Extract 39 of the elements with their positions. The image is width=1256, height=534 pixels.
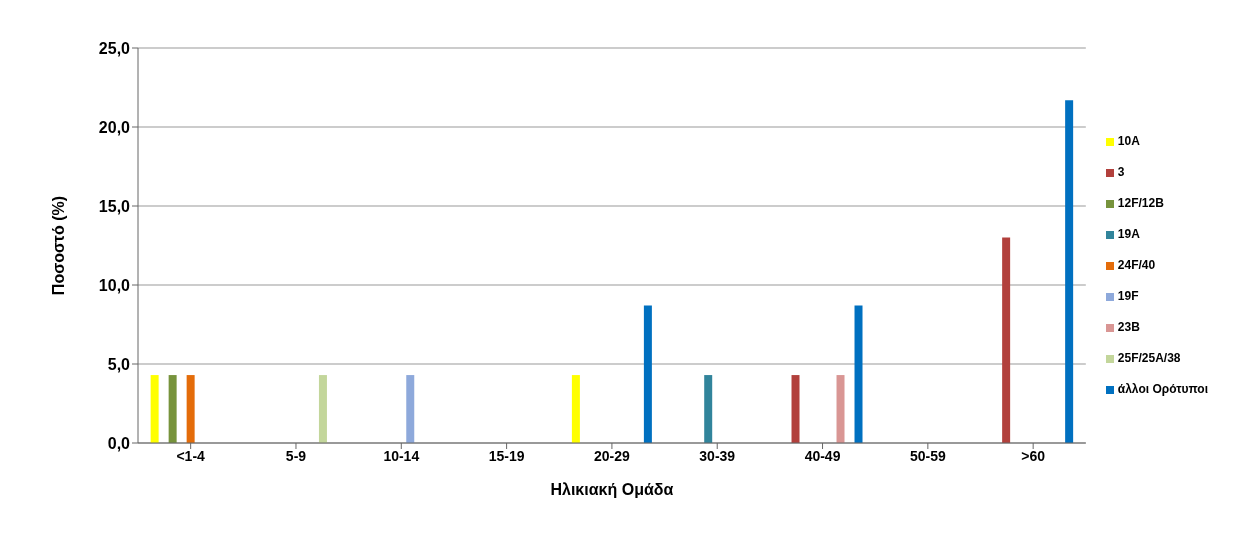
legend-label: 19A <box>1117 227 1140 241</box>
x-tick-label: 10-14 <box>383 447 420 464</box>
bar <box>186 375 195 443</box>
bar <box>150 375 159 443</box>
x-tick-label: 40-49 <box>804 447 841 464</box>
bar <box>318 375 327 443</box>
legend-label: 12F/12B <box>1117 196 1164 210</box>
x-tick-label: 50-59 <box>909 447 946 464</box>
y-axis-title: Ποσοστό (%) <box>49 195 67 296</box>
y-tick-label: 20,0 <box>98 118 131 136</box>
bar <box>791 375 800 443</box>
bar <box>704 375 713 443</box>
x-tick-label: 20-29 <box>594 447 631 464</box>
x-axis-title: Ηλικιακή Ομάδα <box>550 481 674 498</box>
bar <box>836 375 845 443</box>
y-tick-label: 5,0 <box>107 355 131 373</box>
legend-label: 3 <box>1117 165 1125 179</box>
y-tick-label: 0,0 <box>107 434 131 452</box>
legend-label: 24F/40 <box>1117 258 1156 272</box>
bar <box>168 375 177 443</box>
legend-label: άλλοι Ορότυποι <box>1117 382 1208 396</box>
legend-label: 25F/25A/38 <box>1117 351 1181 365</box>
y-tick-label: 25,0 <box>98 39 131 57</box>
bar <box>406 375 415 443</box>
bar <box>571 375 580 443</box>
x-tick-label: <1-4 <box>176 447 206 464</box>
x-tick-label: 30-39 <box>699 447 736 464</box>
x-tick-label: 15-19 <box>488 447 525 464</box>
bar <box>1065 100 1074 443</box>
x-tick-label: >60 <box>1021 447 1046 464</box>
x-tick-label: 5-9 <box>285 447 307 464</box>
y-tick-label: 10,0 <box>98 276 131 294</box>
bar <box>643 305 652 443</box>
legend-label: 23B <box>1117 320 1140 334</box>
bar <box>854 305 863 443</box>
legend-label: 19F <box>1117 289 1139 303</box>
bar <box>1002 237 1011 443</box>
legend-label: 10A <box>1117 134 1140 148</box>
y-tick-label: 15,0 <box>98 197 131 215</box>
